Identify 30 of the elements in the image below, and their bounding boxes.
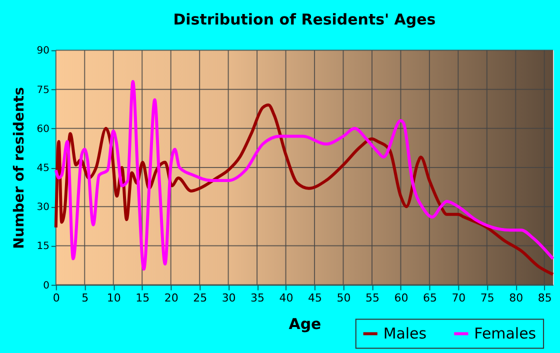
y-axis-title: Number of residents (12, 87, 28, 249)
x-tick-label: 55 (366, 291, 380, 304)
y-tick-label: 15 (36, 241, 50, 252)
x-tick-label: 10 (106, 291, 121, 304)
x-tick-label: 5 (82, 291, 89, 304)
legend-label: Males (383, 324, 427, 343)
x-tick-label: 70 (452, 291, 466, 304)
x-tick-label: 35 (250, 291, 265, 304)
legend-label: Females (474, 324, 536, 343)
chart-title: Distribution of Residents' Ages (173, 10, 436, 28)
x-tick-label: 40 (279, 291, 294, 304)
x-tick-label: 75 (480, 291, 494, 304)
x-tick-label: 0 (52, 291, 60, 304)
x-tick-label: 50 (336, 291, 351, 304)
y-tick-label: 0 (43, 280, 50, 292)
x-tick-label: 30 (222, 291, 236, 304)
y-tick-label: 60 (36, 124, 50, 135)
y-tick-label: 30 (36, 202, 50, 214)
x-tick-label: 80 (509, 291, 524, 304)
x-tick-label: 85 (538, 291, 552, 304)
x-tick-label: 25 (193, 291, 208, 304)
y-tick-label: 45 (36, 163, 50, 174)
x-tick-label: 65 (422, 291, 437, 304)
x-tick-label: 15 (136, 291, 150, 304)
x-tick-label: 60 (394, 291, 408, 304)
x-tick-label: 20 (164, 291, 178, 304)
x-axis-title: Age (288, 315, 322, 334)
x-tick-label: 45 (308, 291, 322, 304)
y-tick-label: 90 (36, 46, 50, 57)
y-tick-label: 75 (36, 84, 50, 96)
